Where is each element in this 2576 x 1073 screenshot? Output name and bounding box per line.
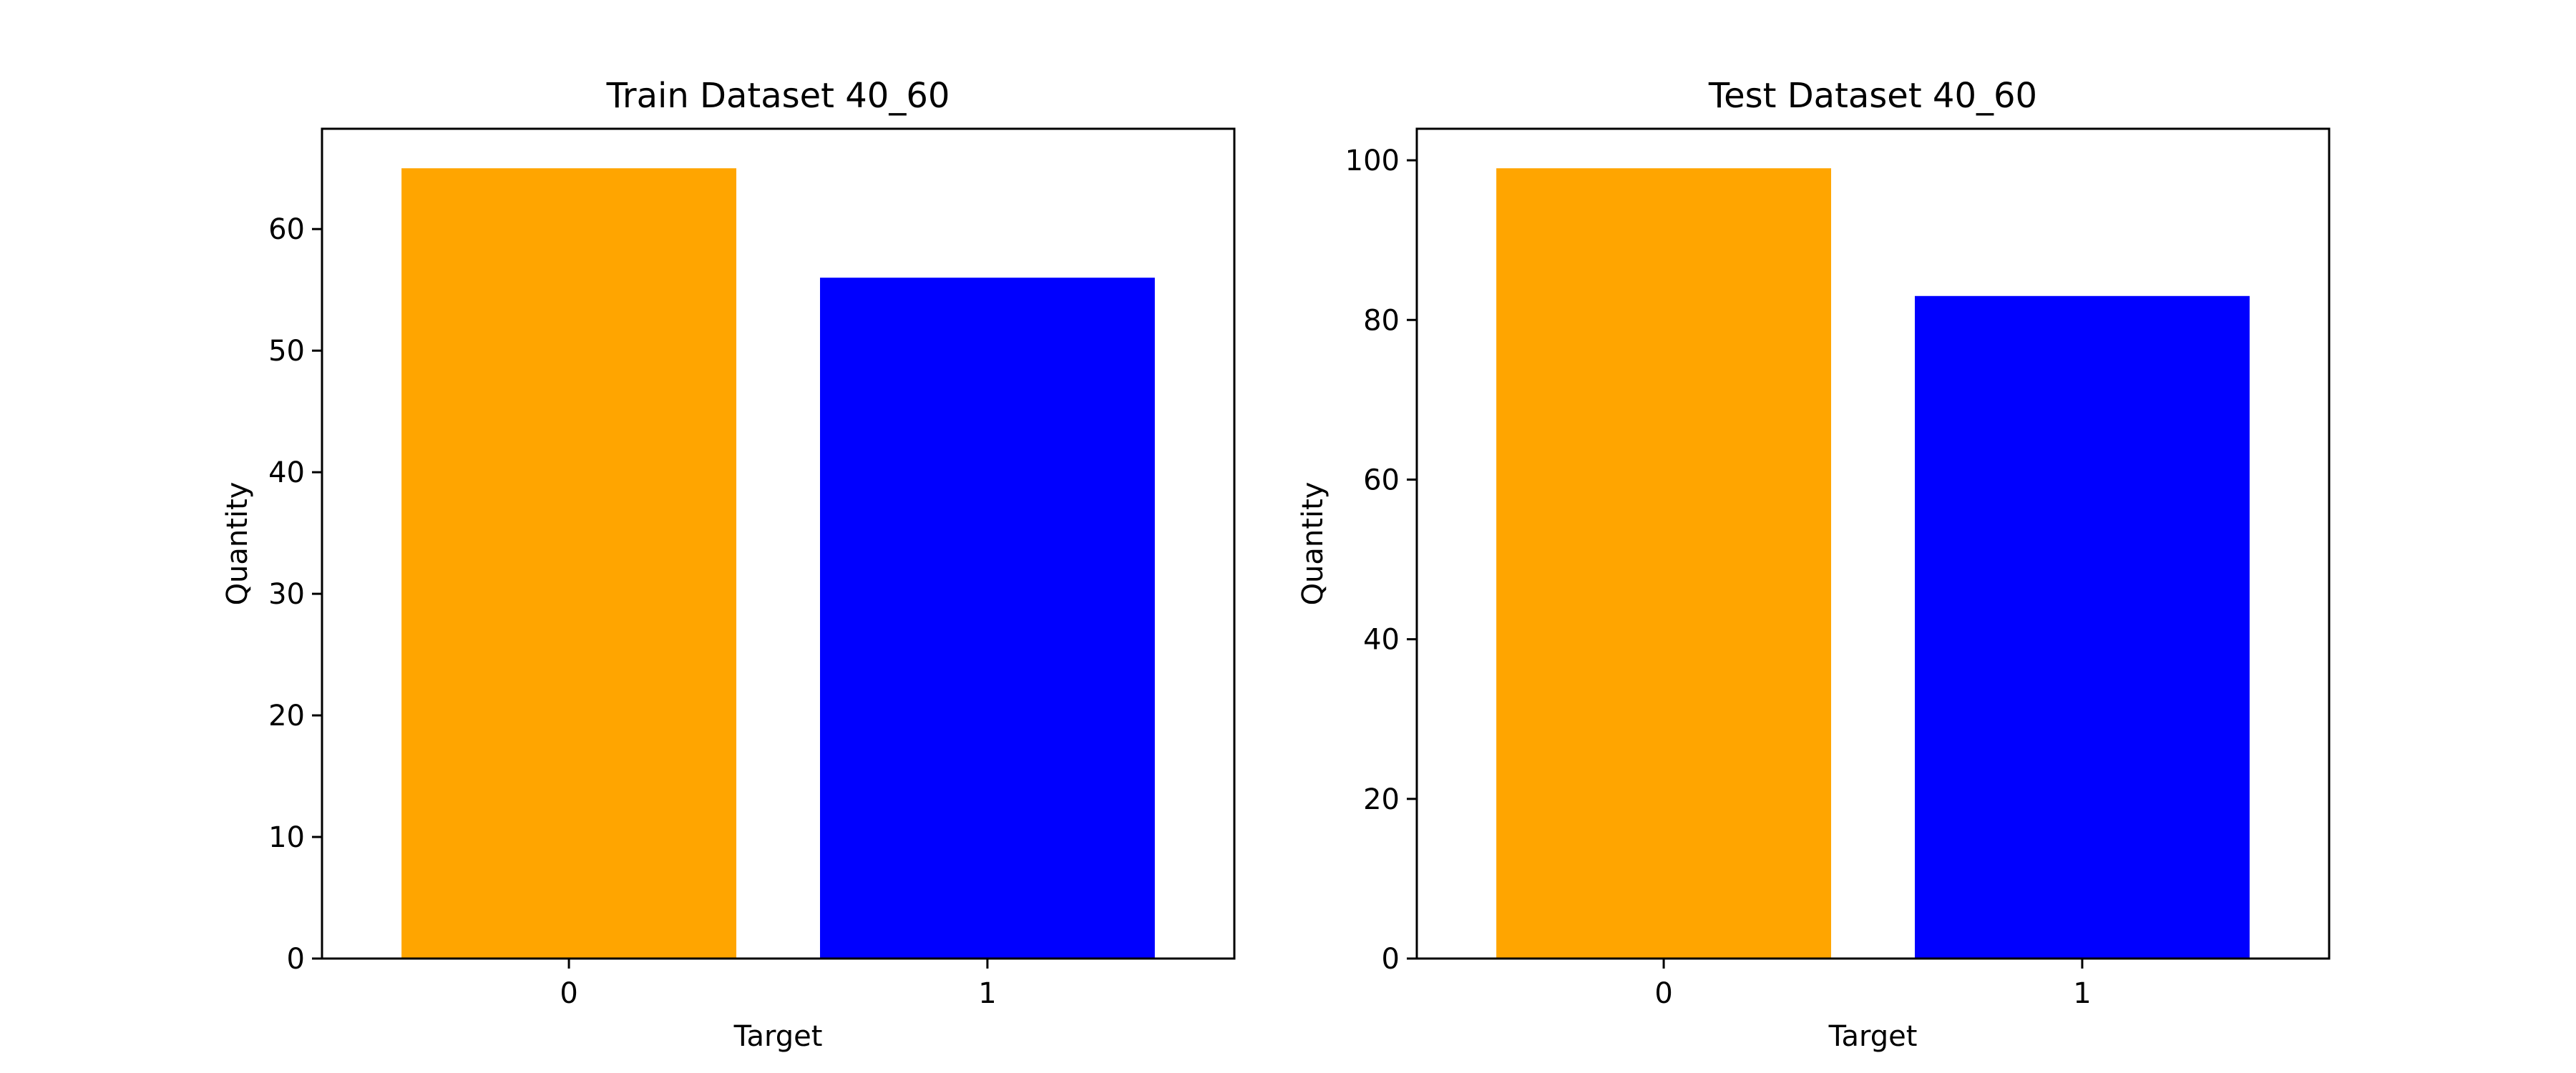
y-tick-label: 40	[268, 456, 305, 489]
x-tick-label: 1	[978, 977, 996, 1010]
y-tick-label: 10	[268, 821, 305, 854]
y-axis-label: Quantity	[221, 482, 254, 606]
x-axis-label: Target	[1828, 1020, 1918, 1053]
x-tick-label: 0	[1654, 977, 1672, 1010]
chart-title: Train Dataset 40_60	[606, 76, 950, 116]
y-ticks: 0 10 20 30 40 50 60	[268, 213, 322, 976]
axes-frame	[321, 127, 1236, 960]
y-tick-label: 80	[1363, 304, 1400, 337]
y-tick-label: 20	[1363, 783, 1400, 816]
y-tick-label: 100	[1345, 144, 1400, 177]
y-axis-label: Quantity	[1297, 482, 1330, 606]
bar-1	[819, 278, 1155, 959]
y-ticks: 0 20 40 60 80 100	[1345, 144, 1417, 976]
x-tick-label: 1	[2073, 977, 2091, 1010]
bar-0	[1496, 168, 1832, 959]
bars-group	[401, 168, 1155, 959]
y-tick-label: 60	[268, 213, 305, 246]
y-tick-label: 50	[268, 335, 305, 368]
bar-0	[401, 168, 737, 959]
y-tick-label: 0	[1382, 943, 1400, 976]
x-axis-label: Target	[733, 1020, 823, 1053]
bars-group	[1496, 168, 2250, 959]
y-tick-label: 40	[1363, 624, 1400, 657]
y-tick-label: 30	[268, 578, 305, 611]
y-tick-label: 0	[287, 943, 305, 976]
chart-title: Test Dataset 40_60	[1708, 76, 2037, 116]
axes-frame	[1415, 127, 2331, 960]
bar-1	[1914, 295, 2250, 959]
y-tick-label: 20	[268, 700, 305, 733]
y-tick-label: 60	[1363, 464, 1400, 496]
x-tick-label: 0	[560, 977, 577, 1010]
